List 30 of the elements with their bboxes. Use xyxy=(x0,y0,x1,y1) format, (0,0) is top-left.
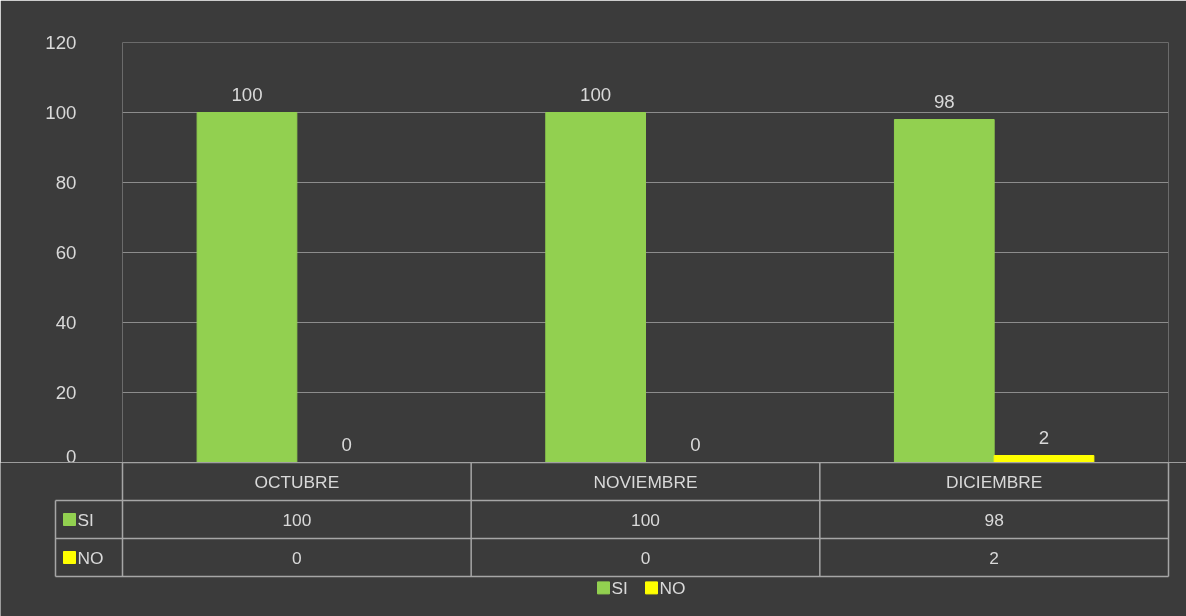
bar xyxy=(893,119,995,462)
text: 0 xyxy=(292,547,302,568)
data-label: 0 xyxy=(690,433,701,455)
x-tick-label: NOVIEMBRE xyxy=(593,471,698,492)
text: 0 xyxy=(640,547,651,568)
data-label: 98 xyxy=(933,90,955,112)
data-label: 100 xyxy=(580,83,612,105)
y-tick-label: 20 xyxy=(55,382,77,403)
y-tick-label: 120 xyxy=(45,32,77,53)
text: NO xyxy=(77,547,104,568)
text: SI xyxy=(611,577,628,598)
y-tick-label: 100 xyxy=(45,102,77,123)
text: 100 xyxy=(631,509,660,530)
data-label: 0 xyxy=(341,433,352,455)
y-tick-label: 80 xyxy=(55,172,77,193)
data-label: 2 xyxy=(1038,426,1050,448)
data-label: 100 xyxy=(231,83,263,105)
text: 98 xyxy=(984,509,1004,530)
text: 2 xyxy=(989,547,999,568)
x-tick-label: DICIEMBRE xyxy=(946,471,1043,492)
legend-label: NO xyxy=(659,577,686,598)
y-tick-label: 60 xyxy=(55,242,77,263)
bar xyxy=(993,455,1095,462)
legend-label: SI xyxy=(77,509,94,530)
text: 100 xyxy=(282,509,312,530)
x-tick-label: OCTUBRE xyxy=(254,471,340,492)
bar xyxy=(545,112,646,462)
bar xyxy=(196,112,298,462)
y-tick-label: 40 xyxy=(55,312,77,333)
y-tick-label: 0 xyxy=(66,445,77,467)
